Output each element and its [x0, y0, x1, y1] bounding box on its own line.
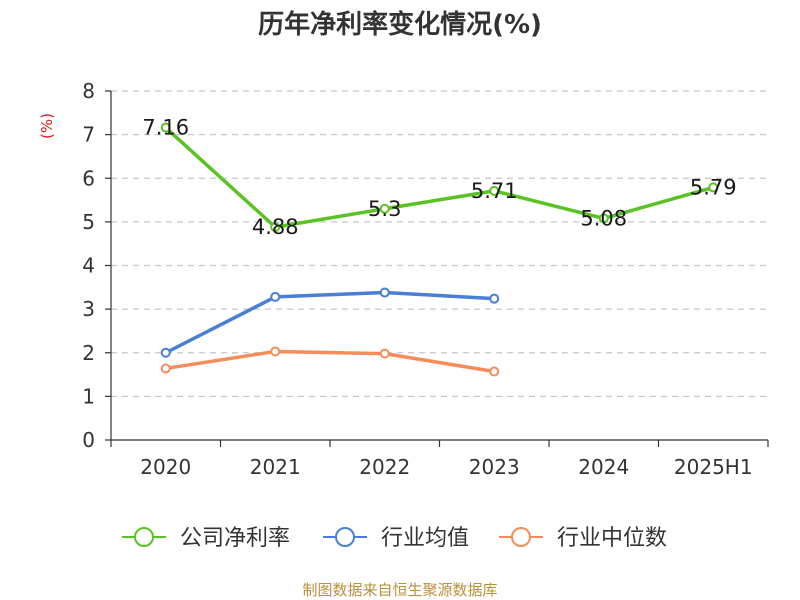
y-tick-label: 3 [82, 297, 95, 321]
x-tick-label: 2021 [250, 455, 301, 479]
data-label: 5.79 [690, 175, 737, 199]
chart-title: 历年净利率变化情况(%) [258, 9, 542, 40]
y-axis-unit: (%) [38, 113, 56, 139]
data-point[interactable] [708, 182, 719, 193]
y-tick-label: 0 [82, 428, 95, 452]
data-point[interactable] [489, 293, 500, 304]
y-tick-label: 5 [82, 210, 95, 234]
data-labels: 7.16 4.88 5.3 5.71 5.08 5.79 [142, 116, 736, 239]
legend-label: 行业均值 [381, 526, 469, 551]
y-tick-label: 6 [82, 166, 95, 190]
x-tick-label: 2020 [140, 455, 191, 479]
x-tick-label: 2023 [469, 455, 520, 479]
legend-label: 公司净利率 [180, 526, 290, 551]
axes: 0 1 2 3 4 5 6 7 8 2020 2021 2022 2023 2024 2025H1 [82, 79, 769, 479]
series-lines [160, 122, 719, 377]
data-point[interactable] [379, 348, 390, 359]
legend-marker [335, 527, 355, 547]
data-label: 5.08 [580, 206, 627, 230]
legend[interactable]: 公司净利率 行业均值 行业中位数 [122, 526, 667, 551]
data-point[interactable] [160, 347, 171, 358]
series-line [164, 126, 714, 229]
y-tick-label: 7 [82, 123, 95, 147]
data-label: 5.71 [471, 179, 518, 203]
y-tick-label: 2 [82, 341, 95, 365]
data-point[interactable] [160, 363, 171, 374]
data-point[interactable] [379, 203, 390, 214]
data-point[interactable] [270, 346, 281, 357]
data-point[interactable] [160, 122, 171, 133]
data-point[interactable] [489, 185, 500, 196]
grid [111, 90, 768, 397]
data-point[interactable] [598, 213, 609, 224]
source-note: 制图数据来自恒生聚源数据库 [302, 581, 497, 599]
data-point[interactable] [489, 366, 500, 377]
x-tick-label: 2022 [359, 455, 410, 479]
data-point[interactable] [379, 287, 390, 298]
y-tick-label: 1 [82, 384, 95, 408]
legend-item[interactable]: 公司净利率 [122, 526, 290, 551]
data-point[interactable] [270, 291, 281, 302]
legend-marker [134, 527, 154, 547]
legend-item[interactable]: 行业中位数 [499, 526, 667, 551]
legend-item[interactable]: 行业均值 [323, 526, 469, 551]
x-tick-label: 2024 [578, 455, 629, 479]
legend-label: 行业中位数 [557, 526, 667, 551]
y-tick-label: 8 [82, 79, 95, 103]
data-point[interactable] [270, 222, 281, 233]
series-line [165, 349, 495, 374]
legend-marker [511, 527, 531, 547]
data-label: 4.88 [252, 215, 299, 239]
series-line [164, 290, 495, 355]
data-label: 5.3 [368, 197, 401, 221]
x-tick-label: 2025H1 [674, 455, 753, 479]
y-tick-label: 4 [82, 254, 95, 278]
data-label: 7.16 [142, 116, 189, 140]
